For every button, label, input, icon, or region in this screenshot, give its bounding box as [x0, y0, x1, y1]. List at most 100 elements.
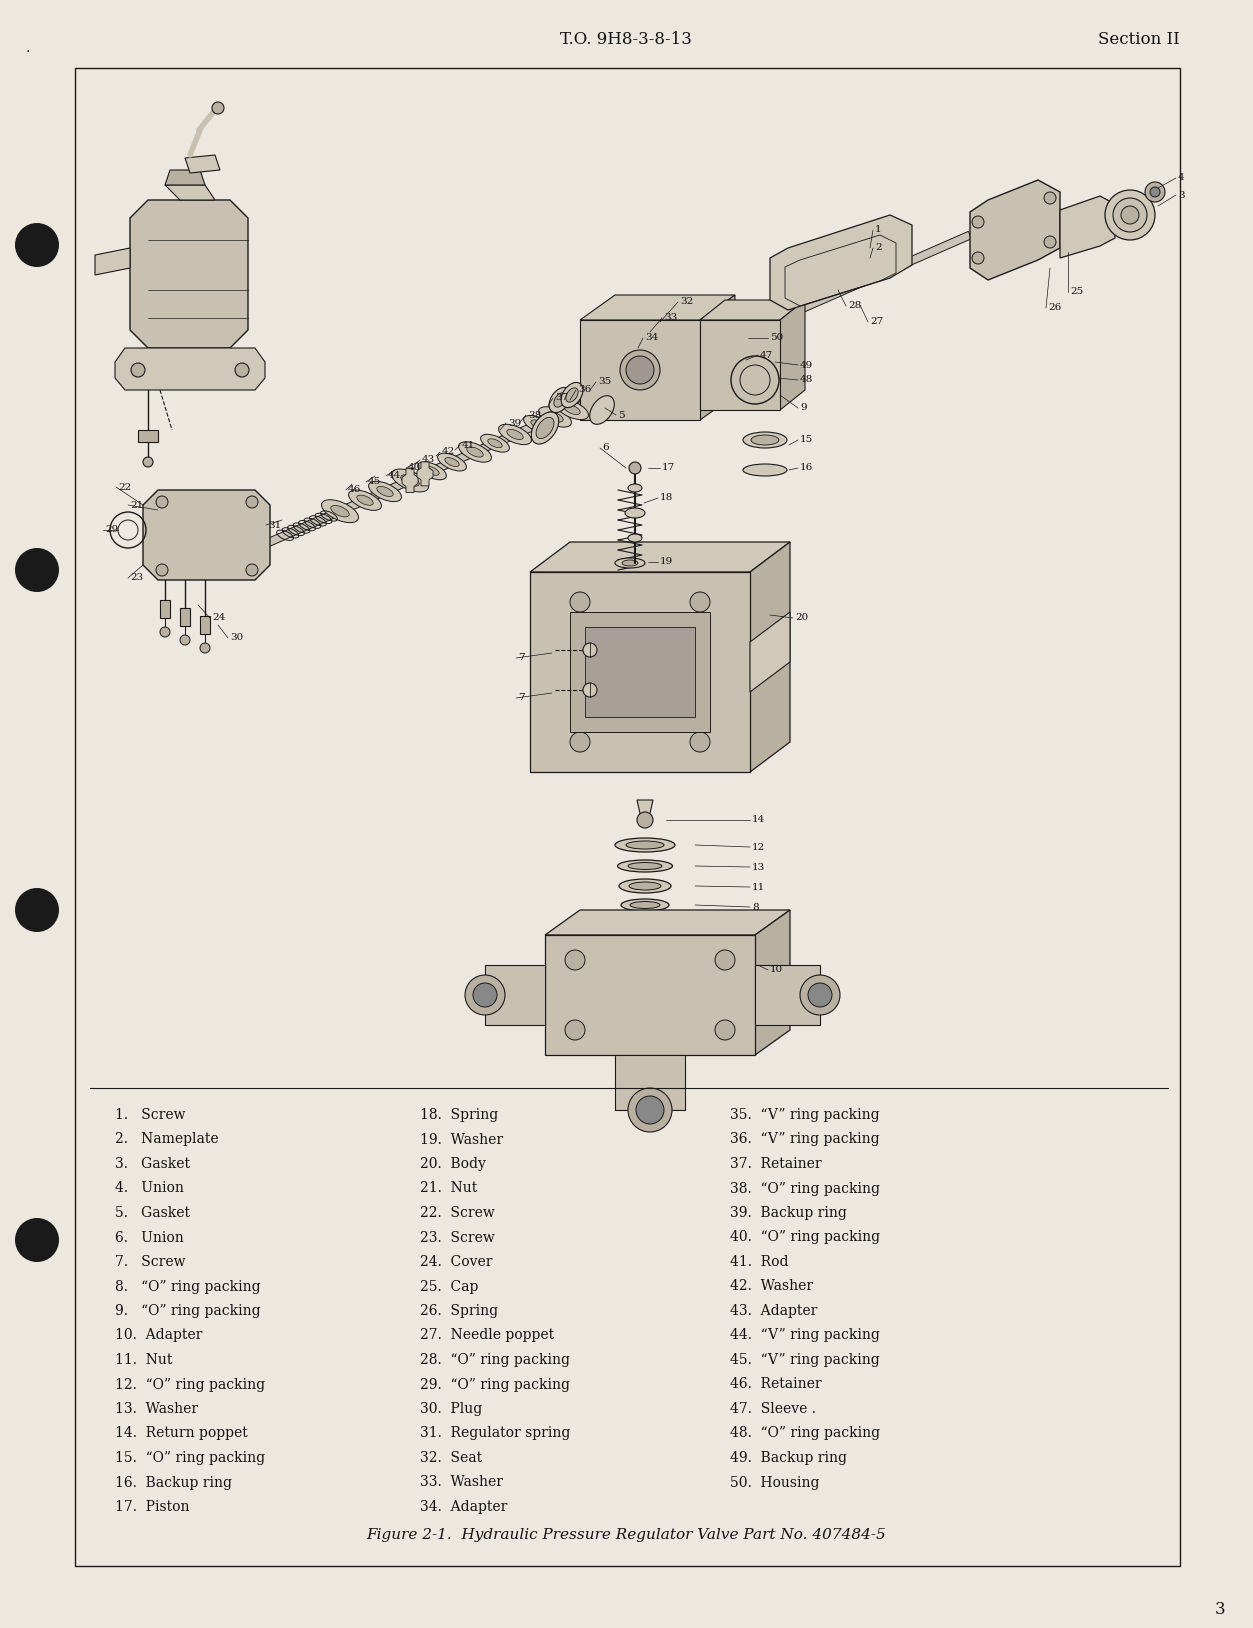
Ellipse shape — [425, 466, 440, 475]
Circle shape — [1044, 192, 1056, 204]
Text: 9: 9 — [799, 404, 807, 412]
Text: 24.  Cover: 24. Cover — [420, 1255, 492, 1268]
FancyBboxPatch shape — [160, 601, 170, 619]
Ellipse shape — [1121, 207, 1139, 225]
Polygon shape — [580, 321, 700, 420]
Text: 20: 20 — [794, 614, 808, 622]
Circle shape — [570, 733, 590, 752]
Text: 19: 19 — [660, 557, 673, 567]
Text: 49.  Backup ring: 49. Backup ring — [730, 1451, 847, 1465]
Ellipse shape — [368, 482, 401, 501]
Polygon shape — [751, 542, 789, 772]
Text: 35: 35 — [598, 378, 611, 386]
Text: 50.  Housing: 50. Housing — [730, 1475, 819, 1490]
Circle shape — [236, 363, 249, 378]
Circle shape — [715, 1021, 736, 1040]
Ellipse shape — [549, 387, 571, 412]
Circle shape — [157, 563, 168, 576]
Polygon shape — [115, 348, 264, 391]
Ellipse shape — [620, 350, 660, 391]
Ellipse shape — [751, 435, 779, 444]
Text: 1.   Screw: 1. Screw — [115, 1109, 185, 1122]
Text: 24: 24 — [212, 614, 226, 622]
Text: 47.  Sleeve .: 47. Sleeve . — [730, 1402, 816, 1416]
Text: 10: 10 — [771, 965, 783, 975]
Polygon shape — [756, 910, 789, 1055]
Text: 35.  “V” ring packing: 35. “V” ring packing — [730, 1109, 880, 1122]
Text: 31: 31 — [268, 521, 281, 529]
Ellipse shape — [628, 863, 662, 869]
Text: 5.   Gasket: 5. Gasket — [115, 1206, 190, 1219]
Text: 30: 30 — [231, 633, 243, 643]
Text: 13: 13 — [752, 863, 766, 871]
Text: 38.  “O” ring packing: 38. “O” ring packing — [730, 1182, 880, 1195]
Ellipse shape — [459, 441, 491, 462]
Text: 37.  Retainer: 37. Retainer — [730, 1158, 822, 1171]
Text: 19.  Washer: 19. Washer — [420, 1133, 504, 1146]
Text: 12.  “O” ring packing: 12. “O” ring packing — [115, 1377, 266, 1392]
Text: 3.   Gasket: 3. Gasket — [115, 1158, 190, 1171]
Text: 29: 29 — [105, 526, 118, 534]
Ellipse shape — [561, 383, 583, 407]
Ellipse shape — [619, 879, 672, 894]
Text: 36: 36 — [578, 386, 591, 394]
Circle shape — [212, 103, 224, 114]
Circle shape — [799, 975, 840, 1014]
Text: 18.  Spring: 18. Spring — [420, 1109, 499, 1122]
Text: 9.   “O” ring packing: 9. “O” ring packing — [115, 1304, 261, 1319]
Text: 6: 6 — [601, 443, 609, 453]
Text: 7: 7 — [517, 653, 525, 663]
Circle shape — [583, 684, 596, 697]
Text: 43: 43 — [422, 456, 435, 464]
Circle shape — [972, 217, 984, 228]
Circle shape — [472, 983, 497, 1008]
Polygon shape — [545, 934, 756, 1055]
Ellipse shape — [417, 462, 446, 480]
Text: 17.  Piston: 17. Piston — [115, 1499, 189, 1514]
Text: 4.   Union: 4. Union — [115, 1182, 184, 1195]
Text: 30.  Plug: 30. Plug — [420, 1402, 482, 1416]
Polygon shape — [165, 186, 216, 200]
Text: 42.  Washer: 42. Washer — [730, 1280, 813, 1294]
Text: 14: 14 — [752, 816, 766, 824]
FancyBboxPatch shape — [200, 615, 211, 633]
Text: 18: 18 — [660, 493, 673, 503]
Ellipse shape — [743, 431, 787, 448]
Ellipse shape — [615, 558, 645, 568]
Text: 48.  “O” ring packing: 48. “O” ring packing — [730, 1426, 880, 1441]
Text: 11: 11 — [752, 882, 766, 892]
Circle shape — [570, 593, 590, 612]
Ellipse shape — [322, 500, 358, 523]
Ellipse shape — [539, 407, 571, 427]
Polygon shape — [402, 469, 419, 493]
Bar — [75, 68, 1180, 1566]
Polygon shape — [781, 300, 804, 410]
Text: 28.  “O” ring packing: 28. “O” ring packing — [420, 1353, 570, 1368]
Text: 41.  Rod: 41. Rod — [730, 1255, 788, 1268]
Ellipse shape — [348, 490, 381, 511]
Circle shape — [565, 951, 585, 970]
Polygon shape — [185, 155, 221, 173]
Text: 8: 8 — [752, 902, 758, 912]
Circle shape — [132, 363, 145, 378]
Circle shape — [143, 457, 153, 467]
Text: 28: 28 — [848, 301, 861, 311]
Text: 45.  “V” ring packing: 45. “V” ring packing — [730, 1353, 880, 1368]
Text: 14.  Return poppet: 14. Return poppet — [115, 1426, 248, 1441]
Circle shape — [715, 951, 736, 970]
Ellipse shape — [630, 902, 660, 908]
Text: 1: 1 — [875, 226, 882, 234]
Text: Section II: Section II — [1098, 31, 1180, 49]
Ellipse shape — [628, 484, 642, 492]
Text: 25: 25 — [1070, 288, 1084, 296]
Text: 26.  Spring: 26. Spring — [420, 1304, 499, 1319]
Polygon shape — [165, 169, 205, 186]
Ellipse shape — [331, 505, 350, 518]
Circle shape — [583, 643, 596, 658]
Ellipse shape — [626, 357, 654, 384]
Text: 27: 27 — [870, 317, 883, 327]
Text: 3: 3 — [1214, 1602, 1225, 1618]
Text: 3: 3 — [1178, 190, 1184, 200]
Circle shape — [15, 1218, 59, 1262]
Text: 15: 15 — [799, 436, 813, 444]
